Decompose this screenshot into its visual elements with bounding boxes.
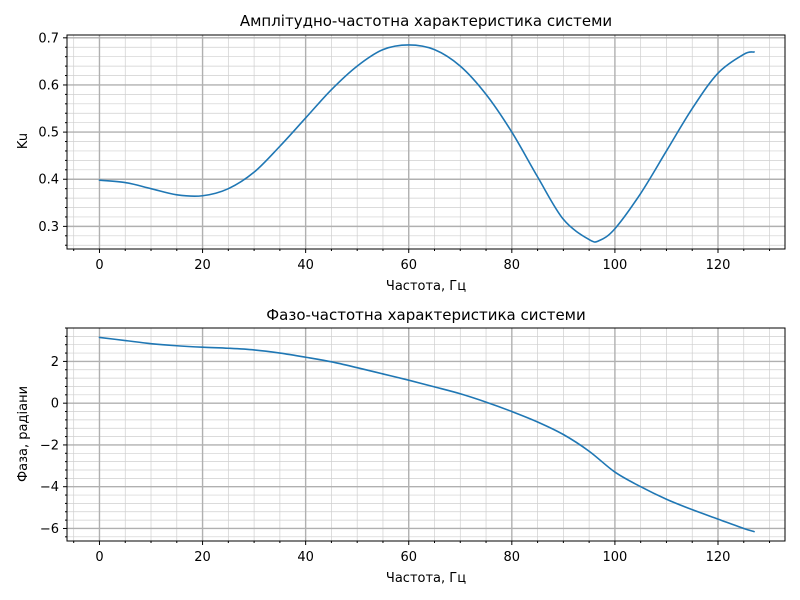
amplitude-x-axis-label: Частота, Гц	[386, 279, 466, 294]
amplitude-series-line	[98, 44, 755, 243]
phase-y-tick-label: −4	[40, 480, 59, 495]
amplitude-x-tick-label: 40	[297, 258, 314, 273]
phase-x-ticks: 0 20 40 60 80 100 120	[73, 541, 771, 565]
phase-x-tick-label: 120	[706, 550, 731, 565]
phase-chart: Фазо-частотна характеристика системи 0 20…	[16, 306, 786, 586]
amplitude-x-tick-label: 120	[706, 258, 731, 273]
amplitude-chart-title: Амплітудно-частотна характеристика систе…	[240, 12, 612, 30]
amplitude-x-tick-label: 0	[95, 258, 103, 273]
phase-y-tick-label: 0	[51, 397, 59, 412]
amplitude-x-tick-label: 100	[602, 258, 627, 273]
phase-chart-title: Фазо-частотна характеристика системи	[266, 306, 586, 324]
phase-series-line	[98, 336, 755, 533]
amplitude-y-ticks: 0.3 0.4 0.5 0.6 0.7	[38, 31, 67, 246]
amplitude-chart: Амплітудно-частотна характеристика систе…	[16, 12, 786, 294]
amplitude-y-tick-label: 0.5	[38, 126, 59, 141]
phase-x-tick-label: 0	[95, 550, 103, 565]
phase-x-tick-label: 60	[400, 550, 417, 565]
phase-x-axis-label: Частота, Гц	[386, 571, 466, 586]
amplitude-x-tick-label: 60	[400, 258, 417, 273]
phase-y-ticks: −6 −4 −2 0 2	[40, 327, 67, 538]
amplitude-y-tick-label: 0.6	[38, 78, 59, 93]
amplitude-y-tick-label: 0.4	[38, 173, 59, 188]
amplitude-y-tick-label: 0.3	[38, 220, 59, 235]
amplitude-y-tick-label: 0.7	[38, 31, 59, 46]
phase-x-tick-label: 100	[602, 550, 627, 565]
phase-y-tick-label: −6	[40, 522, 59, 537]
phase-y-tick-label: −2	[40, 438, 59, 453]
phase-x-tick-label: 20	[194, 550, 211, 565]
amplitude-x-tick-label: 80	[504, 258, 521, 273]
amplitude-x-ticks: 0 20 40 60 80 100 120	[73, 249, 771, 273]
phase-y-axis-label: Фаза, радіани	[16, 386, 31, 482]
amplitude-x-tick-label: 20	[194, 258, 211, 273]
amplitude-grid	[67, 35, 785, 249]
phase-x-tick-label: 40	[297, 550, 314, 565]
phase-x-tick-label: 80	[504, 550, 521, 565]
phase-y-tick-label: 2	[51, 355, 59, 370]
phase-axes-frame	[66, 327, 786, 542]
amplitude-y-axis-label: Ku	[16, 133, 31, 149]
amplitude-axes-frame	[66, 34, 786, 250]
